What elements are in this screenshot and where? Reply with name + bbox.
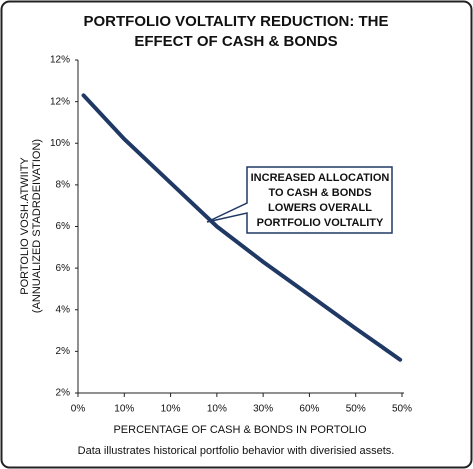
y-tick-label: 12% — [50, 55, 70, 66]
y-tick-label: 2% — [56, 388, 71, 399]
y-tick-label: 2% — [56, 346, 71, 357]
y-axis-label: (ANNUALIZED STADRDEIVATION) — [31, 139, 43, 313]
chart-title: EFFECT OF CASH & BONDS — [134, 33, 337, 50]
annotation: LOWERS OVERALL — [268, 202, 372, 214]
y-tick-label: 4% — [56, 304, 71, 315]
x-tick-label: 50% — [346, 404, 366, 415]
plot: 2% 2% 4% 6% 6% 8% 10% 12% 12% 0% 10% 10% 10% 30% 60% 50… — [50, 55, 412, 415]
y-tick-label: 12% — [50, 96, 70, 107]
x-tick-label: 0% — [71, 404, 86, 415]
footnote: Data illustrates historical portfolio be… — [78, 445, 395, 457]
chart-title: PORTFOLIO VOLTALITY REDUCTION: THE — [84, 13, 389, 30]
x-tick-label: 50% — [392, 404, 412, 415]
x-tick-label: 10% — [207, 404, 227, 415]
x-tick-label: 10% — [114, 404, 134, 415]
y-tick-label: 8% — [56, 180, 71, 191]
annotation: PORTFOLIO VOLTALITY — [257, 217, 384, 229]
x-tick-label: 30% — [253, 404, 273, 415]
annotation-box — [206, 166, 393, 234]
annotation: INCREASED ALLOCATION — [251, 172, 390, 184]
x-axis-label: PERCENTAGE OF CASH & BONDS IN PORTOLIO — [113, 424, 366, 436]
y-axis-label: PORTOLIO VOSH.ATWIITY — [19, 157, 31, 295]
x-tick-label: 60% — [299, 404, 319, 415]
annotation: TO CASH & BONDS — [268, 187, 371, 199]
line — [81, 93, 403, 362]
y-tick-label: 10% — [50, 138, 70, 149]
x-tick-label: 10% — [161, 404, 181, 415]
y-tick-label: 6% — [56, 221, 71, 232]
y-tick-label: 6% — [56, 263, 71, 274]
